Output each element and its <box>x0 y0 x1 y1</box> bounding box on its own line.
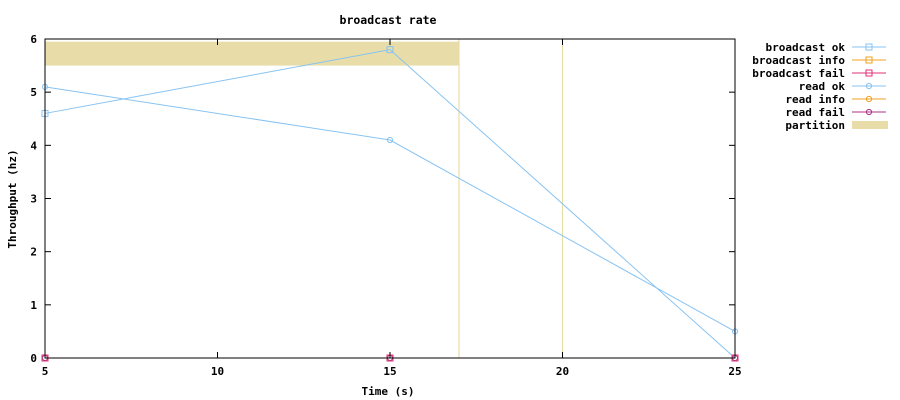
legend-label-broadcast-ok: broadcast ok <box>766 41 846 54</box>
x-tick-label: 5 <box>42 365 49 378</box>
legend-label-read-fail: read fail <box>785 106 845 119</box>
x-tick-label: 20 <box>556 365 569 378</box>
y-tick-label: 0 <box>30 352 37 365</box>
legend-label-read-info: read info <box>785 93 845 106</box>
legend-marker-broadcast-ok <box>865 43 873 51</box>
y-tick-label: 3 <box>30 193 37 206</box>
y-tick-label: 1 <box>30 299 37 312</box>
series-line-read-ok <box>44 86 736 332</box>
x-tick-label: 25 <box>728 365 741 378</box>
legend-label-broadcast-info: broadcast info <box>752 54 845 67</box>
legend-marker-read-fail <box>865 108 873 116</box>
chart-title: broadcast rate <box>340 13 437 27</box>
legend-marker-broadcast-info <box>865 56 873 64</box>
x-axis-label: Time (s) <box>362 385 415 398</box>
axes: 5 10 15 20 25 0 1 2 3 4 5 6 <box>30 33 741 378</box>
plot-frame <box>44 38 736 359</box>
legend-label-broadcast-fail: broadcast fail <box>752 67 845 80</box>
partition-band <box>45 41 459 66</box>
point-read-ok-1 <box>386 136 394 144</box>
x-tick-label: 10 <box>211 365 224 378</box>
y-tick-label: 6 <box>30 33 37 46</box>
x-tick-label: 15 <box>383 365 396 378</box>
legend-label-partition: partition <box>785 119 845 132</box>
legend-label-read-ok: read ok <box>799 80 846 93</box>
legend-marker-read-info <box>865 95 873 103</box>
y-tick-label: 2 <box>30 246 37 259</box>
legend-swatch-partition <box>852 121 888 129</box>
legend-marker-broadcast-fail <box>865 69 873 77</box>
plot-area <box>41 39 739 362</box>
series-line-broadcast-ok <box>44 49 736 359</box>
y-tick-label: 5 <box>30 86 37 99</box>
legend-marker-read-ok <box>865 82 873 90</box>
y-axis-label: Throughput (hz) <box>6 149 19 248</box>
point-broadcast-ok-1 <box>386 46 394 54</box>
y-tick-label: 4 <box>30 139 37 152</box>
